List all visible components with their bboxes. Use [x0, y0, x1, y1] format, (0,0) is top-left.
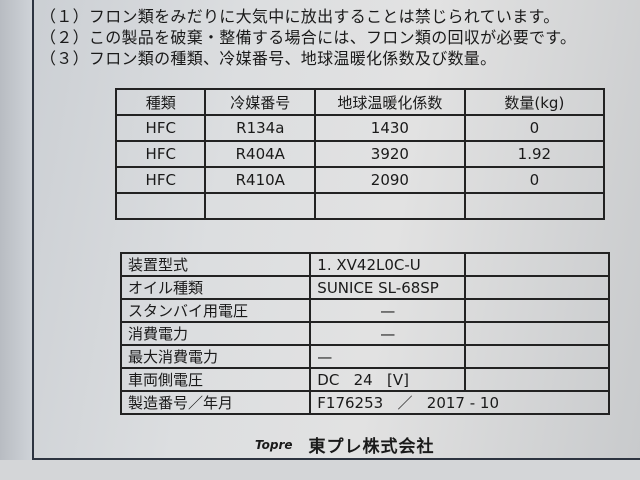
table-row: HFC R410A 2090 0: [114, 166, 606, 194]
cell: 0: [463, 166, 606, 194]
refrigerant-table: 種類 冷媒番号 地球温暖化係数 数量(kg) HFC R134a 1430 0 …: [114, 88, 606, 220]
cell: HFC: [114, 140, 207, 168]
cell: [464, 298, 610, 323]
table-row: [114, 192, 606, 220]
value-cell: —: [309, 344, 467, 369]
label-cell: 最大消費電力: [119, 344, 312, 369]
header-cell: 数量(kg): [463, 88, 606, 116]
value-cell: DC 24 [V]: [309, 367, 467, 392]
cell: [464, 367, 610, 392]
cell: HFC: [114, 114, 207, 142]
table-row: 車両側電圧 DC 24 [V]: [119, 367, 610, 392]
label-cell: 装置型式: [119, 252, 312, 277]
header-cell: 冷媒番号: [204, 88, 317, 116]
value-cell: SUNICE SL-68SP: [309, 275, 467, 300]
table-row: 製造番号／年月 F176253 ／ 2017 - 10: [119, 390, 610, 415]
maker-logo: Topre 東プレ株式会社: [255, 432, 435, 457]
label-cell: 消費電力: [119, 321, 312, 346]
value-cell: 1. XV42L0C-U: [309, 252, 467, 277]
table-row: HFC R134a 1430 0: [114, 114, 606, 142]
cell: [464, 321, 610, 346]
notice-line: （２）この製品を破棄・整備する場合には、フロン類の回収が必要です。: [40, 28, 577, 47]
border-line: [32, 0, 34, 460]
value-cell: —: [309, 321, 467, 346]
table-row: 装置型式 1. XV42L0C-U: [119, 252, 610, 277]
cell: [464, 344, 610, 369]
label-cell: スタンバイ用電圧: [119, 298, 312, 323]
cell: [463, 192, 606, 220]
value-cell: —: [309, 298, 467, 323]
table-row: オイル種類 SUNICE SL-68SP: [119, 275, 610, 300]
notice-line: （３）フロン類の種類、冷媒番号、地球温暖化係数及び数量。: [40, 49, 497, 68]
table-header-row: 種類 冷媒番号 地球温暖化係数 数量(kg): [114, 88, 606, 116]
table-row: HFC R404A 3920 1.92: [114, 140, 606, 168]
label-cell: 製造番号／年月: [119, 390, 312, 415]
cell: 2090: [314, 166, 466, 194]
cell: [204, 192, 317, 220]
label-cell: 車両側電圧: [119, 367, 312, 392]
spec-table: 装置型式 1. XV42L0C-U オイル種類 SUNICE SL-68SP スタン…: [119, 252, 610, 415]
cell: R410A: [204, 166, 317, 194]
notice-text: （１）フロン類をみだりに大気中に放出することは禁じられています。 （２）この製品…: [40, 6, 576, 69]
cell: 3920: [314, 140, 466, 168]
cell: [314, 192, 466, 220]
cell: R134a: [204, 114, 317, 142]
table-row: 消費電力 —: [119, 321, 610, 346]
maker-name: 東プレ株式会社: [308, 437, 435, 457]
cell: HFC: [114, 166, 207, 194]
cell: 1.92: [463, 140, 606, 168]
cell: [464, 252, 610, 277]
header-cell: 地球温暖化係数: [314, 88, 466, 116]
cell: [464, 275, 610, 300]
cell: 1430: [314, 114, 466, 142]
notice-line: （１）フロン類をみだりに大気中に放出することは禁じられています。: [40, 7, 560, 26]
cell: [114, 192, 207, 220]
border-line-bottom: [32, 458, 640, 460]
surface-below: [0, 460, 640, 480]
header-cell: 種類: [114, 88, 207, 116]
cell: R404A: [204, 140, 317, 168]
table-row: スタンバイ用電圧 —: [119, 298, 610, 323]
plate-edge: [0, 0, 32, 480]
cell: 0: [463, 114, 606, 142]
value-cell: F176253 ／ 2017 - 10: [309, 390, 610, 415]
label-cell: オイル種類: [119, 275, 312, 300]
topre-logo: Topre: [255, 437, 293, 452]
table-row: 最大消費電力 —: [119, 344, 610, 369]
